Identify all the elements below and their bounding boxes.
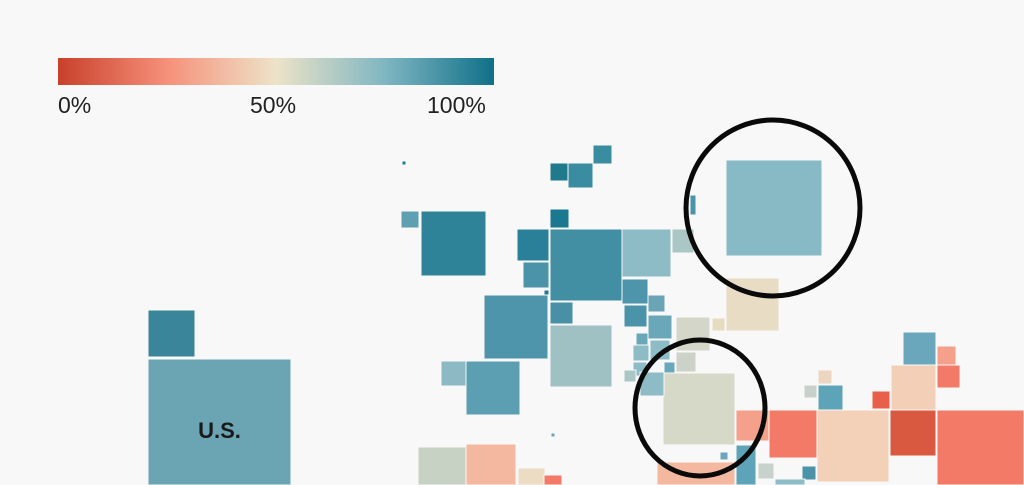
country-square	[549, 162, 569, 182]
legend-label-100: 100%	[427, 92, 486, 118]
country-square	[768, 409, 818, 459]
country-square	[417, 446, 467, 485]
country-square	[889, 409, 937, 457]
country-square	[440, 360, 467, 387]
country-square	[725, 159, 823, 257]
country-square	[420, 210, 487, 277]
country-square	[147, 309, 196, 358]
country-square	[543, 474, 563, 485]
country-square	[816, 409, 890, 483]
highlight-circle	[683, 117, 863, 299]
country-square	[711, 317, 726, 332]
country-square	[549, 324, 613, 388]
country-square	[663, 361, 676, 374]
country-square	[803, 384, 818, 399]
country-square	[543, 289, 550, 296]
us-label: U.S.	[198, 418, 241, 443]
country-square	[817, 369, 833, 385]
country-square	[621, 278, 649, 305]
country-square	[632, 344, 650, 362]
country-square	[522, 261, 550, 289]
country-square	[465, 360, 521, 416]
country-square	[483, 294, 549, 360]
country-square	[936, 364, 961, 389]
country-square	[623, 369, 637, 383]
country-square	[871, 390, 891, 410]
highlight-circle	[632, 337, 768, 479]
country-square	[549, 208, 570, 229]
country-square	[801, 465, 817, 481]
legend-label-50: 50%	[250, 92, 297, 118]
country-square	[774, 478, 806, 485]
country-square	[689, 194, 697, 216]
country-square	[936, 409, 1024, 485]
country-square	[567, 162, 594, 189]
color-scale-legend	[58, 58, 494, 85]
country-square	[890, 364, 937, 411]
country-square	[550, 432, 556, 438]
country-square	[817, 384, 844, 411]
legend-label-0: 0%	[58, 92, 92, 118]
country-square	[147, 358, 292, 485]
country-square	[465, 443, 517, 485]
country-square	[517, 467, 546, 485]
country-square	[516, 228, 550, 262]
country-square	[647, 314, 673, 340]
country-square	[592, 144, 613, 165]
country-square	[549, 301, 574, 325]
country-square	[719, 451, 729, 461]
country-square	[902, 331, 937, 366]
country-square	[936, 345, 957, 366]
country-square	[675, 316, 711, 352]
country-square	[662, 372, 736, 446]
country-square	[621, 228, 672, 278]
country-square	[635, 332, 649, 346]
country-square	[623, 304, 648, 328]
country-square	[757, 462, 775, 480]
country-square	[400, 210, 420, 229]
country-square	[647, 294, 666, 313]
country-square	[675, 351, 697, 373]
country-square	[549, 228, 623, 302]
country-square	[401, 160, 407, 166]
